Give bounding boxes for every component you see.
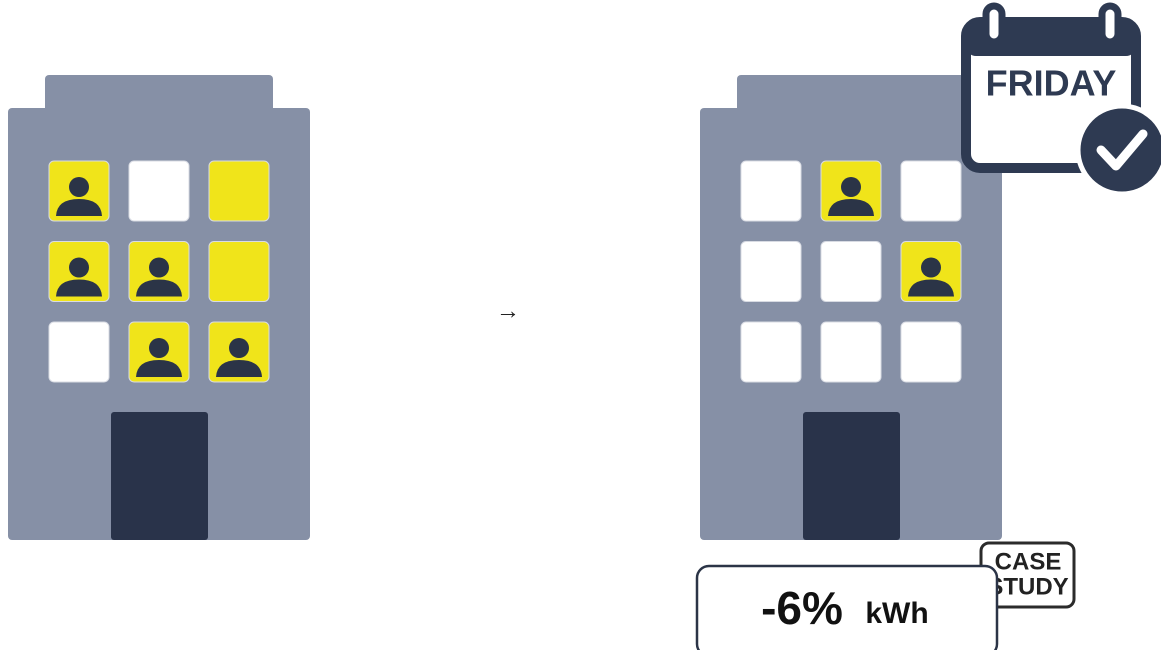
result-box: -6% kWh	[695, 564, 999, 650]
badge-line: STUDY	[987, 573, 1068, 600]
building-roof	[737, 75, 965, 115]
window	[740, 321, 802, 383]
window	[740, 241, 802, 302]
person-head	[149, 257, 169, 278]
building	[8, 75, 310, 540]
person-head	[229, 338, 249, 358]
building-roof	[45, 75, 273, 115]
result-frame	[695, 564, 999, 650]
person-head	[69, 177, 89, 197]
person-body	[136, 360, 182, 377]
person-head	[841, 177, 861, 197]
calendar-ring	[982, 2, 1006, 46]
check-mark	[1096, 129, 1148, 171]
window	[208, 241, 270, 302]
person-body	[908, 279, 954, 297]
window	[900, 160, 962, 222]
person-body	[828, 199, 874, 216]
person-head	[149, 338, 169, 358]
result-change: -6%	[761, 582, 843, 634]
person-body	[216, 360, 262, 377]
door	[803, 412, 900, 540]
check-circle	[1075, 103, 1161, 197]
person-head	[69, 257, 89, 278]
window	[48, 321, 110, 383]
person-head	[921, 257, 941, 278]
window	[128, 160, 190, 222]
result-unit: kWh	[865, 597, 928, 630]
badge-line: CASE	[995, 548, 1062, 575]
arrow: →	[496, 297, 520, 324]
person-body	[56, 199, 102, 216]
window	[820, 241, 882, 302]
person-body	[56, 279, 102, 297]
calendar-ring	[1098, 2, 1122, 46]
building	[700, 75, 1002, 540]
buildings	[8, 75, 1002, 540]
calendar-icon: FRIDAY	[961, 2, 1161, 197]
window	[208, 160, 270, 222]
calendar-day: FRIDAY	[986, 63, 1117, 104]
window	[740, 160, 802, 222]
door	[111, 412, 208, 540]
calendar-header	[966, 22, 1136, 56]
window	[820, 321, 882, 383]
person-body	[136, 279, 182, 297]
window	[900, 321, 962, 383]
